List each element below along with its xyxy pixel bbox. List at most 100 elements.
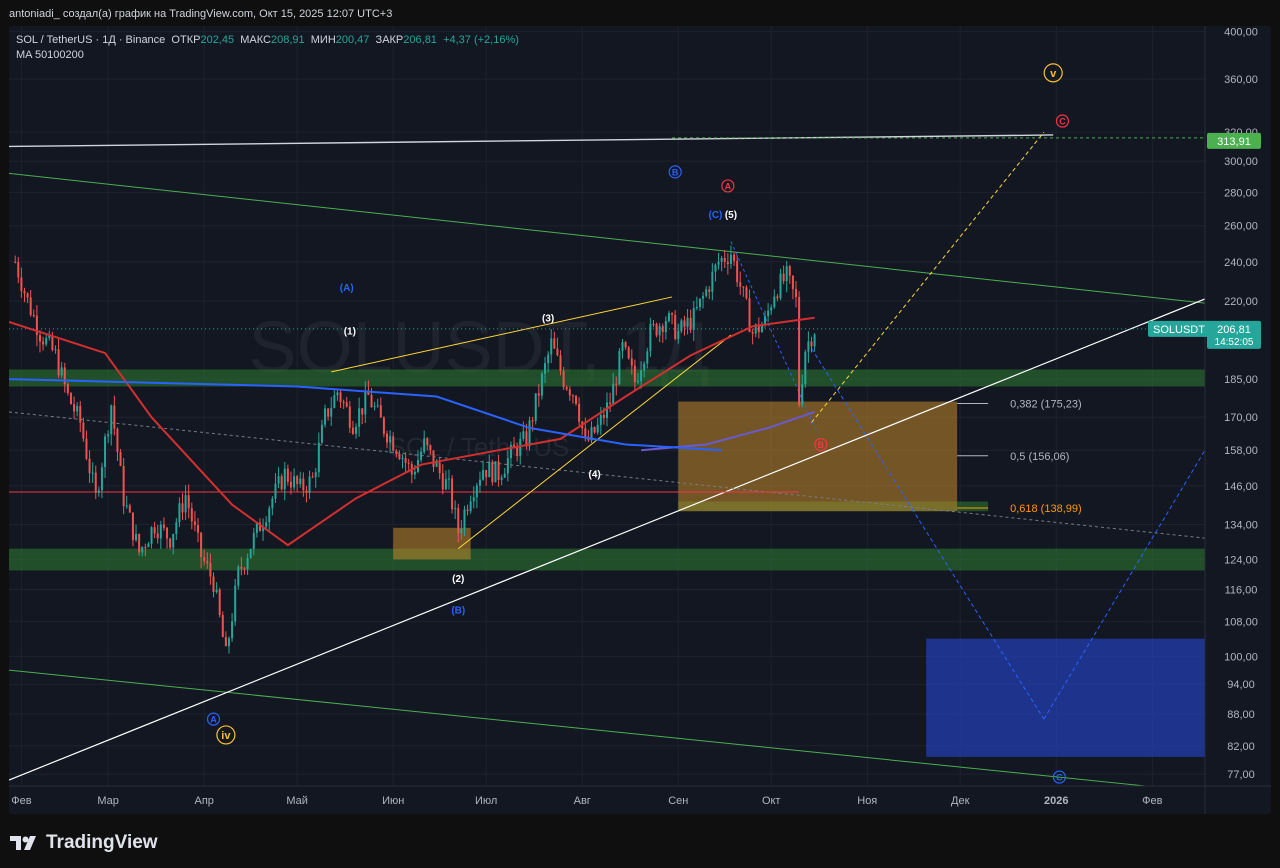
- candle-body: [116, 428, 119, 452]
- candle-body: [66, 383, 69, 394]
- candle-body: [141, 546, 144, 553]
- price-tick-label: 124,00: [1224, 554, 1258, 566]
- candle-body: [193, 521, 196, 526]
- legend-open: 202,45: [200, 34, 235, 46]
- candle-body: [615, 383, 618, 385]
- candle-body: [633, 365, 636, 383]
- candle-body: [621, 342, 624, 352]
- candle-body: [528, 420, 531, 447]
- candle-body: [454, 508, 457, 510]
- candle-body: [283, 468, 286, 490]
- candle-body: [655, 323, 658, 336]
- candle-body: [88, 458, 91, 474]
- candle-body: [646, 351, 649, 364]
- candle-body: [488, 461, 491, 478]
- candle-body: [339, 392, 342, 403]
- candle-body: [804, 351, 807, 385]
- candle-body: [497, 461, 500, 480]
- candle-body: [231, 621, 234, 639]
- candle-body: [782, 273, 785, 282]
- candle-body: [677, 331, 680, 339]
- candle-body: [702, 295, 705, 299]
- candle-body: [726, 261, 729, 264]
- candle-body: [426, 438, 429, 446]
- price-tick-label: 260,00: [1224, 221, 1258, 233]
- time-tick-label: Авг: [574, 795, 591, 807]
- candle-body: [169, 538, 172, 548]
- legend-close: 206,81: [403, 34, 437, 46]
- last-price-label: 206,81: [1217, 324, 1251, 336]
- candle-body: [35, 315, 38, 336]
- candle-body: [457, 508, 460, 534]
- time-tick-label: Окт: [762, 795, 781, 807]
- candle-body: [280, 476, 283, 490]
- candle-body: [240, 566, 243, 569]
- candle-body: [525, 431, 528, 447]
- candle-body: [711, 271, 714, 292]
- candle-body: [314, 472, 317, 478]
- candle-body: [671, 313, 674, 315]
- chart-pane[interactable]: SOLUSDT, 1Д SOL / TetherUS 0,382 (175,23) 0…: [9, 26, 1271, 814]
- candle-body: [556, 348, 559, 356]
- price-tick-label: 170,00: [1224, 412, 1258, 424]
- candle-body: [215, 589, 218, 592]
- candle-body: [206, 561, 209, 564]
- candle-body: [57, 349, 60, 376]
- wave-label: (1): [344, 327, 356, 338]
- last-price-tag: [1207, 320, 1261, 349]
- candle-body: [723, 257, 726, 262]
- candle-body: [311, 476, 314, 478]
- zone-target-box: [926, 638, 1205, 757]
- symbol-tag-label: SOLUSDT: [1153, 324, 1205, 336]
- wave-circle: [1052, 770, 1066, 784]
- candle-body: [94, 472, 97, 493]
- candle-body: [45, 338, 48, 345]
- candle-body: [299, 478, 302, 484]
- candle-body: [429, 445, 432, 451]
- candle-body: [689, 317, 692, 330]
- candle-body: [469, 501, 472, 512]
- candle-body: [767, 310, 770, 317]
- candle-body: [451, 478, 454, 510]
- wave-circle: [216, 725, 236, 745]
- legend-ma[interactable]: MA 50100200: [16, 49, 84, 61]
- candle-body: [271, 498, 274, 509]
- candle-body: [441, 473, 444, 490]
- candle-body: [119, 451, 122, 466]
- trendline-dashed-gray: [9, 411, 1205, 539]
- candle-body: [534, 393, 537, 421]
- footer-bar: TradingView: [0, 814, 1280, 868]
- candle-body: [166, 527, 169, 539]
- candle-body: [91, 472, 94, 474]
- candle-body: [705, 289, 708, 296]
- candle-body: [751, 331, 754, 334]
- legend-open-label: ОТКР: [171, 34, 201, 46]
- candle-body: [798, 296, 801, 405]
- candle-body: [667, 313, 670, 321]
- ma-line-ma-200: [9, 378, 722, 452]
- candle-body: [785, 266, 788, 282]
- candle-body: [69, 393, 72, 405]
- candle-body: [249, 548, 252, 559]
- candle-body: [584, 428, 587, 437]
- candle-body: [435, 462, 438, 467]
- candle-body: [544, 363, 547, 374]
- candle-body: [692, 308, 695, 330]
- trendline-green-lower: [9, 669, 1151, 786]
- candle-body: [265, 522, 268, 527]
- candle-body: [221, 615, 224, 638]
- candle-body: [38, 335, 41, 342]
- candle-body: [478, 479, 481, 486]
- candle-body: [698, 298, 701, 308]
- time-tick-label: Апр: [194, 795, 213, 807]
- time-tick-label: Июн: [382, 795, 404, 807]
- watermark-name: SOL / TetherUS: [389, 432, 570, 462]
- wave-circle: [721, 179, 735, 193]
- candle-body: [578, 403, 581, 422]
- candle-body: [788, 266, 791, 276]
- candle-body: [398, 453, 401, 460]
- target-price-label: 313,91: [1217, 136, 1251, 148]
- candle-body: [733, 254, 736, 261]
